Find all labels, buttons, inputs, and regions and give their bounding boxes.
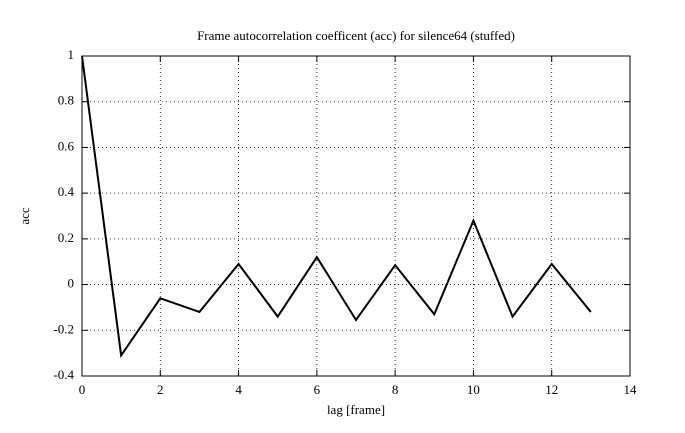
y-tick-label: 0.4 — [58, 184, 75, 199]
y-tick-label: 0.8 — [58, 93, 74, 108]
x-tick-label: 12 — [545, 382, 558, 397]
x-tick-label: 14 — [624, 382, 638, 397]
x-tick-label: 2 — [157, 382, 164, 397]
y-tick-label: 0.6 — [58, 138, 75, 153]
x-tick-label: 4 — [235, 382, 242, 397]
y-tick-label: 0.2 — [58, 230, 74, 245]
chart-title: Frame autocorrelation coefficent (acc) f… — [197, 28, 515, 43]
y-tick-label: 0 — [68, 276, 75, 291]
x-tick-label: 8 — [392, 382, 399, 397]
x-axis-label: lag [frame] — [327, 402, 385, 417]
x-tick-label: 10 — [467, 382, 480, 397]
y-axis-label: acc — [17, 207, 32, 225]
x-tick-label: 6 — [314, 382, 321, 397]
y-tick-label: 1 — [68, 47, 75, 62]
y-tick-label: -0.4 — [53, 367, 74, 382]
plot-frame — [81, 55, 631, 377]
data-line — [81, 55, 592, 359]
y-tick-label: -0.2 — [53, 321, 74, 336]
x-tick-label: 0 — [79, 382, 86, 397]
